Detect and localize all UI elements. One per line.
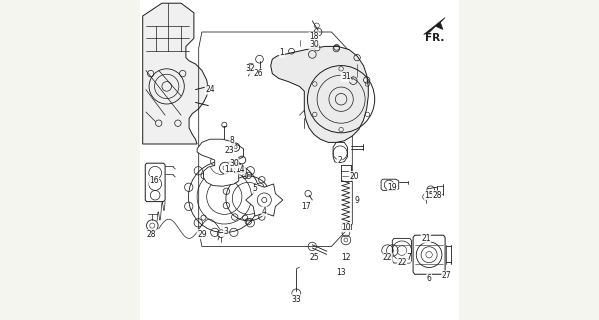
Text: 25: 25 <box>309 253 319 262</box>
Text: 16: 16 <box>149 176 159 185</box>
Text: 12: 12 <box>341 253 350 262</box>
Polygon shape <box>413 235 445 274</box>
Text: 26: 26 <box>253 69 263 78</box>
Text: 30: 30 <box>309 40 319 49</box>
Text: 9: 9 <box>355 196 359 204</box>
Polygon shape <box>423 18 445 35</box>
Text: 28: 28 <box>147 230 156 239</box>
Text: 30: 30 <box>229 159 239 168</box>
Text: 21: 21 <box>421 234 431 243</box>
Polygon shape <box>246 184 283 216</box>
Text: 23: 23 <box>224 146 234 155</box>
Text: 3: 3 <box>223 228 228 236</box>
Text: 20: 20 <box>349 172 359 180</box>
Polygon shape <box>333 142 347 163</box>
Text: 24: 24 <box>205 85 214 94</box>
Text: 6: 6 <box>426 274 431 283</box>
FancyBboxPatch shape <box>140 0 459 320</box>
Text: FR.: FR. <box>425 33 444 44</box>
Polygon shape <box>271 46 368 142</box>
Text: 2: 2 <box>337 156 342 164</box>
Text: 28: 28 <box>432 191 442 200</box>
Polygon shape <box>143 3 208 144</box>
Text: 22: 22 <box>383 253 392 262</box>
Text: 22: 22 <box>397 258 407 267</box>
Text: 15: 15 <box>424 191 434 200</box>
Text: 10: 10 <box>341 223 350 232</box>
Polygon shape <box>392 238 412 263</box>
Text: 18: 18 <box>309 32 319 41</box>
Text: 8: 8 <box>230 136 235 145</box>
Text: 14: 14 <box>235 165 245 174</box>
Polygon shape <box>381 179 399 190</box>
Text: 1: 1 <box>280 48 285 57</box>
Polygon shape <box>197 139 244 186</box>
Text: 11: 11 <box>225 165 234 174</box>
Text: 27: 27 <box>442 271 452 280</box>
Text: 19: 19 <box>388 183 397 192</box>
Text: 33: 33 <box>292 295 301 304</box>
Text: 31: 31 <box>341 72 350 81</box>
Text: 17: 17 <box>301 202 311 211</box>
Text: 13: 13 <box>336 268 346 277</box>
Text: 29: 29 <box>197 230 207 239</box>
Text: 4: 4 <box>262 207 267 216</box>
Text: 32: 32 <box>245 64 255 73</box>
Text: 7: 7 <box>406 253 411 262</box>
Polygon shape <box>146 163 165 202</box>
Text: 5: 5 <box>252 184 257 193</box>
